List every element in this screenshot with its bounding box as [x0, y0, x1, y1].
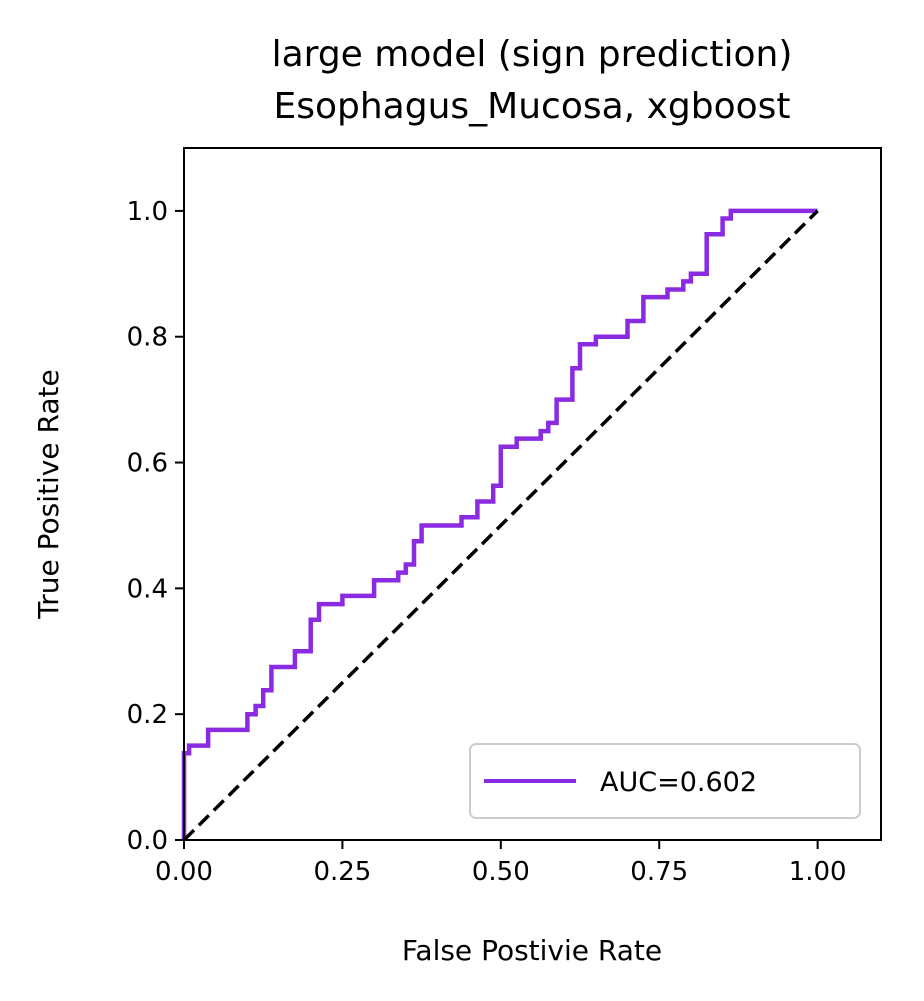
y-tick-label: 0.6 [127, 449, 168, 479]
roc-curve-line [181, 208, 818, 840]
y-tick-label: 0.4 [127, 574, 168, 604]
chart-title: large model (sign prediction) [272, 34, 793, 75]
y-tick-label: 0.8 [127, 323, 168, 353]
x-tick-label: 0.00 [155, 857, 213, 887]
axis-ticks: 0.00 0.25 0.50 0.75 1.00 0.0 0.2 0.4 0.6 0.8 1.0 [127, 197, 847, 887]
x-tick-label: 0.50 [472, 857, 530, 887]
y-tick-label: 0.0 [127, 826, 168, 856]
x-tick-label: 0.25 [313, 857, 371, 887]
x-axis-label: False Postivie Rate [402, 934, 662, 967]
legend-box [469, 743, 861, 819]
legend: AUC=0.602 [469, 743, 861, 819]
y-axis-label: True Positive Rate [32, 369, 65, 619]
chart-subtitle: Esophagus_Mucosa, xgboost [273, 86, 790, 127]
x-tick-label: 1.00 [789, 857, 847, 887]
plot-area [181, 208, 819, 842]
legend-entry-label: AUC=0.602 [600, 767, 757, 798]
axes-frame [183, 147, 882, 841]
diagonal-reference-line [182, 209, 819, 842]
x-tick-label: 0.75 [630, 857, 688, 887]
y-tick-label: 1.0 [127, 197, 168, 227]
y-tick-label: 0.2 [127, 700, 168, 730]
